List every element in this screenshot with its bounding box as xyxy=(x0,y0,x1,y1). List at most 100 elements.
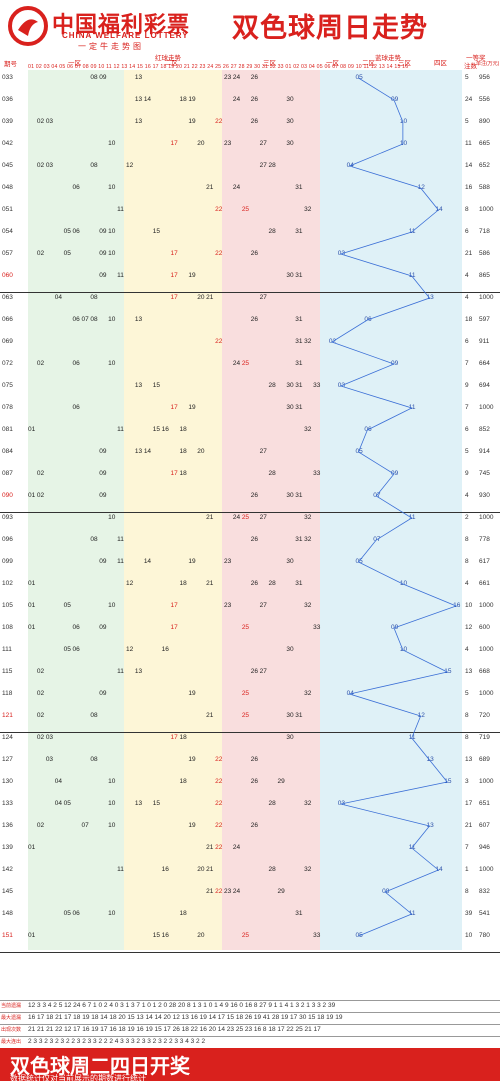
prize-count: 21 xyxy=(465,822,473,829)
prize-amount: 1000 xyxy=(479,690,494,697)
brand-name: 中国福利彩票 xyxy=(52,13,191,38)
red-ball: 17 xyxy=(170,602,178,609)
red-ball: 06 xyxy=(72,360,80,367)
prize-count: 8 xyxy=(465,734,469,741)
red-ball: 03 xyxy=(45,118,54,125)
blue-ball: 11 xyxy=(408,910,416,917)
issue-number: 145 xyxy=(2,888,13,895)
red-ball: 17 xyxy=(170,734,178,741)
red-ball: 03 xyxy=(45,756,54,763)
blue-ball: 13 xyxy=(426,756,434,763)
red-ball: 21 xyxy=(206,514,214,521)
red-zone-1 xyxy=(28,70,125,950)
red-ball: 08 xyxy=(90,756,98,763)
red-ball: 19 xyxy=(188,558,196,565)
red-ball: 21 xyxy=(206,294,214,301)
red-ball: 22 xyxy=(215,888,223,895)
issue-number: 084 xyxy=(2,448,13,455)
red-ball: 20 xyxy=(197,866,205,873)
blue-ball: 11 xyxy=(408,404,416,411)
red-ball: 06 xyxy=(72,316,80,323)
blue-ball: 15 xyxy=(444,778,452,785)
red-ball: 17 xyxy=(170,272,178,279)
issue-number: 042 xyxy=(2,140,13,147)
prize-count: 4 xyxy=(465,294,469,301)
red-ball: 21 xyxy=(206,184,214,191)
issue-number: 057 xyxy=(2,250,13,257)
red-ball: 04 xyxy=(54,778,62,785)
red-ball: 09 xyxy=(99,250,107,257)
red-ball: 10 xyxy=(108,228,116,235)
red-ball: 10 xyxy=(108,360,116,367)
red-zone-2 xyxy=(124,70,223,950)
prize-count: 6 xyxy=(465,338,469,345)
red-ball: 08 xyxy=(90,316,98,323)
issue-number: 051 xyxy=(2,206,13,213)
prize-amount: 1000 xyxy=(479,514,494,521)
red-ball: 33 xyxy=(313,470,321,477)
red-ball: 02 xyxy=(36,822,45,829)
prize-count: 4 xyxy=(465,580,469,587)
red-ball: 25 xyxy=(241,514,250,521)
red-ball: 25 xyxy=(241,624,250,631)
red-ball: 01 xyxy=(28,624,36,631)
prize-count: 14 xyxy=(465,162,473,169)
red-ball: 32 xyxy=(304,514,312,521)
prize-amount: 865 xyxy=(479,272,490,279)
red-ball: 14 xyxy=(143,558,152,565)
red-ball: 22 xyxy=(215,778,223,785)
prize-count: 4 xyxy=(465,646,469,653)
prize-count: 5 xyxy=(465,448,469,455)
page-footer: 双色球周二四日开奖 数据统计仅对当前展示的期数进行统计 xyxy=(0,1048,500,1083)
red-ball: 13 xyxy=(134,448,143,455)
prize-amount: 617 xyxy=(479,558,490,565)
red-ball: 26 xyxy=(250,250,258,257)
prize-count: 2 xyxy=(465,514,469,521)
red-ball: 18 xyxy=(179,580,187,587)
red-ball: 03 xyxy=(45,734,54,741)
red-ball: 25 xyxy=(241,712,250,719)
section-divider xyxy=(0,512,500,513)
red-ball: 13 xyxy=(134,96,143,103)
prize-amount: 956 xyxy=(479,74,490,81)
prize-count: 7 xyxy=(465,360,469,367)
red-ball: 22 xyxy=(215,250,223,257)
issue-number: 133 xyxy=(2,800,13,807)
red-ball: 07 xyxy=(81,316,89,323)
red-ball: 30 xyxy=(286,272,294,279)
red-ball: 24 xyxy=(232,514,241,521)
red-ball: 19 xyxy=(188,404,196,411)
stat-values: 16 17 18 21 17 18 19 18 14 18 20 15 13 1… xyxy=(28,1014,343,1021)
red-ball: 14 xyxy=(143,96,152,103)
red-ball: 19 xyxy=(188,96,196,103)
red-ball: 27 xyxy=(259,668,267,675)
red-ball: 23 xyxy=(224,888,232,895)
stat-row-max-hit: 最大连出 2 3 3 2 3 2 3 2 2 3 2 3 3 2 2 2 4 3… xyxy=(0,1036,500,1047)
issue-number: 093 xyxy=(2,514,13,521)
red-ball: 31 xyxy=(295,316,303,323)
red-ball: 26 xyxy=(250,580,258,587)
trend-table: 期号 红球走势 一区 二区 三区 蓝球走势 一区 二区 三区 四区 一等奖 注数… xyxy=(0,52,500,1048)
red-ball: 05 xyxy=(63,250,71,257)
red-ball: 11 xyxy=(117,426,124,433)
red-ball: 18 xyxy=(179,448,187,455)
issue-number: 039 xyxy=(2,118,13,125)
blue-ball: 15 xyxy=(444,668,452,675)
stat-row-current-miss: 当前遗漏 12 3 3 4 2 5 12 24 6 7 1 0 2 4 0 3 … xyxy=(0,1000,500,1011)
stat-values: 21 21 21 22 12 17 16 19 17 16 18 19 16 1… xyxy=(28,1026,321,1033)
red-ball: 11 xyxy=(117,558,124,565)
red-ball: 32 xyxy=(304,602,312,609)
red-ball: 05 xyxy=(63,800,71,807)
red-ball: 27 xyxy=(259,140,267,147)
prize-amount: 1000 xyxy=(479,778,494,785)
red-trend-header: 红球走势 xyxy=(155,55,181,62)
red-ball: 01 xyxy=(28,844,36,851)
first-prize-header: 一等奖 xyxy=(466,55,486,62)
red-ball: 15 xyxy=(152,228,160,235)
stat-values: 12 3 3 4 2 5 12 24 6 7 1 0 2 4 0 3 1 3 7… xyxy=(28,1002,336,1009)
red-ball: 02 xyxy=(36,162,45,169)
red-ball: 24 xyxy=(232,360,241,367)
stat-label: 最大遗漏 xyxy=(1,1015,22,1021)
red-ball: 06 xyxy=(72,228,80,235)
red-ball: 20 xyxy=(197,932,205,939)
